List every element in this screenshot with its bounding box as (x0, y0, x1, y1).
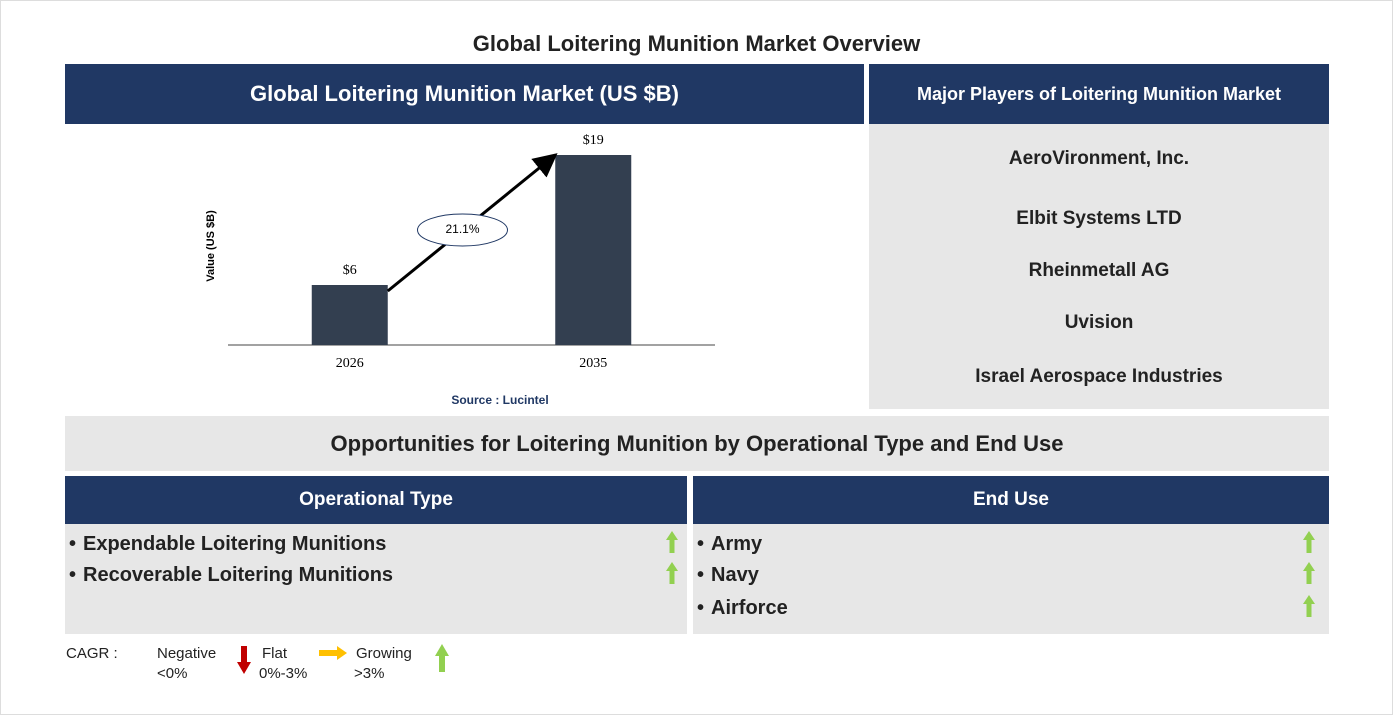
bar (311, 285, 388, 345)
legend-flat-range: 0%-3% (259, 665, 308, 682)
column-header: Operational Type (65, 476, 687, 524)
item: Army (711, 533, 763, 555)
legend-label: CAGR : (66, 645, 118, 662)
up-arrow (1303, 595, 1315, 617)
legend-growing: Growing (356, 645, 412, 662)
opportunities-title: Opportunities for Loitering Munition by … (65, 416, 1329, 471)
up-arrow (1303, 531, 1315, 553)
value-label: $19 (583, 133, 604, 148)
up-arrow (666, 531, 678, 553)
legend-growing-range: >3% (354, 665, 385, 682)
bullet: • (697, 564, 705, 586)
right-arrow (319, 646, 347, 660)
player: Rheinmetall AG (1028, 260, 1170, 281)
item: Airforce (711, 597, 788, 619)
up-arrow (1303, 562, 1315, 584)
item: Navy (711, 564, 759, 586)
bullet: • (697, 533, 705, 555)
bar (555, 155, 632, 345)
player: Uvision (1064, 312, 1134, 333)
up-arrow (435, 644, 449, 672)
chart: Value (US $B) Source : Lucintel 2026 $6 20… (205, 133, 715, 407)
bullet: • (697, 597, 705, 619)
player: Elbit Systems LTD (1016, 208, 1182, 229)
source: Source : Lucintel (451, 393, 548, 407)
up-arrow (666, 562, 678, 584)
player: Israel Aerospace Industries (975, 366, 1223, 387)
y-axis-label: Value (US $B) (205, 210, 217, 282)
legend-flat: Flat (262, 645, 288, 662)
players-header: Major Players of Loitering Munition Mark… (869, 64, 1329, 124)
bullet: • (69, 564, 77, 586)
item: Recoverable Loitering Munitions (83, 564, 394, 586)
column-header: End Use (693, 476, 1329, 524)
market-header: Global Loitering Munition Market (US $B) (65, 64, 864, 124)
bullet: • (69, 533, 77, 555)
page-title: Global Loitering Munition Market Overvie… (472, 31, 921, 56)
annotation-ellipse (417, 213, 508, 247)
x-tick-label: 2035 (579, 356, 607, 371)
item: Expendable Loitering Munitions (83, 533, 387, 555)
value-label: $6 (343, 263, 357, 278)
column-body (65, 524, 687, 634)
legend-negative-range: <0% (157, 665, 188, 682)
player: AeroVironment, Inc. (1008, 148, 1190, 169)
down-arrow (237, 646, 251, 674)
column-body (693, 524, 1329, 634)
legend-negative: Negative (157, 645, 217, 662)
annotation: 21.1% (445, 222, 479, 236)
x-tick-label: 2026 (336, 356, 364, 371)
players-panel (869, 124, 1329, 409)
